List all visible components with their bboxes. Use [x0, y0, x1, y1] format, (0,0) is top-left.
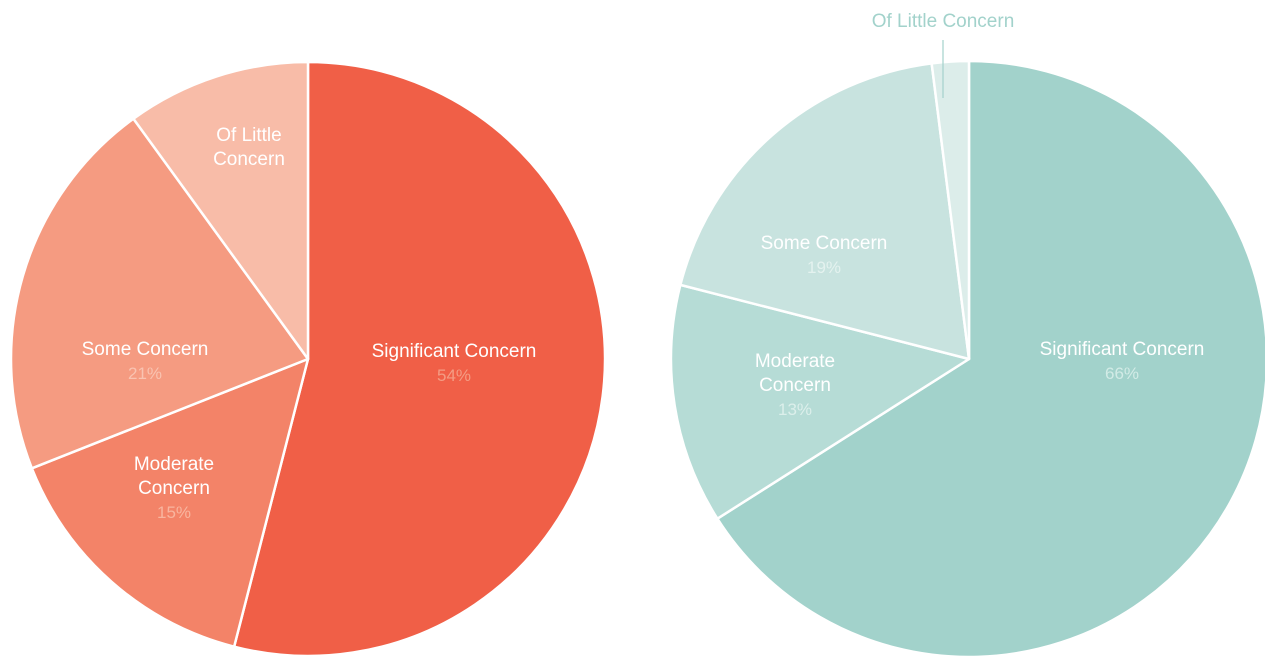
slice-label-moderate-concern: Concern	[138, 478, 210, 499]
slice-label-moderate-concern: Moderate	[134, 454, 214, 475]
pie-chart-right: Significant Concern 66% Moderate Concern 13%…	[669, 11, 1265, 656]
slice-label-of-little-concern: Of Little	[216, 125, 281, 146]
slice-label-some-concern: Some Concern	[82, 339, 209, 360]
pie-slice-significant-concern	[716, 59, 1265, 656]
pie-slice-moderate-concern	[30, 357, 310, 648]
pie-slice-significant-concern	[232, 60, 607, 656]
slice-label-moderate-concern: Moderate	[755, 351, 835, 372]
slice-value-significant-concern: 66%	[1105, 364, 1139, 383]
slice-label-significant-concern: Significant Concern	[1040, 339, 1205, 360]
pie-chart-left: Significant Concern 54% Moderate Concern 15%…	[9, 60, 607, 656]
pie-slice-moderate-concern	[669, 283, 971, 520]
slice-value-some-concern: 19%	[807, 258, 841, 277]
pie-slice-of-little-concern	[930, 59, 971, 361]
slice-label-some-concern: Some Concern	[761, 233, 888, 254]
callout-label-of-little-concern: Of Little Concern	[872, 11, 1015, 32]
slice-value-moderate-concern: 15%	[157, 503, 191, 522]
pie-slice-some-concern	[9, 117, 310, 470]
slice-label-significant-concern: Significant Concern	[372, 341, 537, 362]
slice-value-significant-concern: 54%	[437, 366, 471, 385]
pie-slice-of-little-concern	[132, 60, 310, 361]
slice-value-moderate-concern: 13%	[778, 400, 812, 419]
slice-label-moderate-concern: Concern	[759, 375, 831, 396]
slice-label-of-little-concern: Concern	[213, 149, 285, 170]
pie-slice-some-concern	[679, 62, 971, 361]
slice-value-some-concern: 21%	[128, 364, 162, 383]
